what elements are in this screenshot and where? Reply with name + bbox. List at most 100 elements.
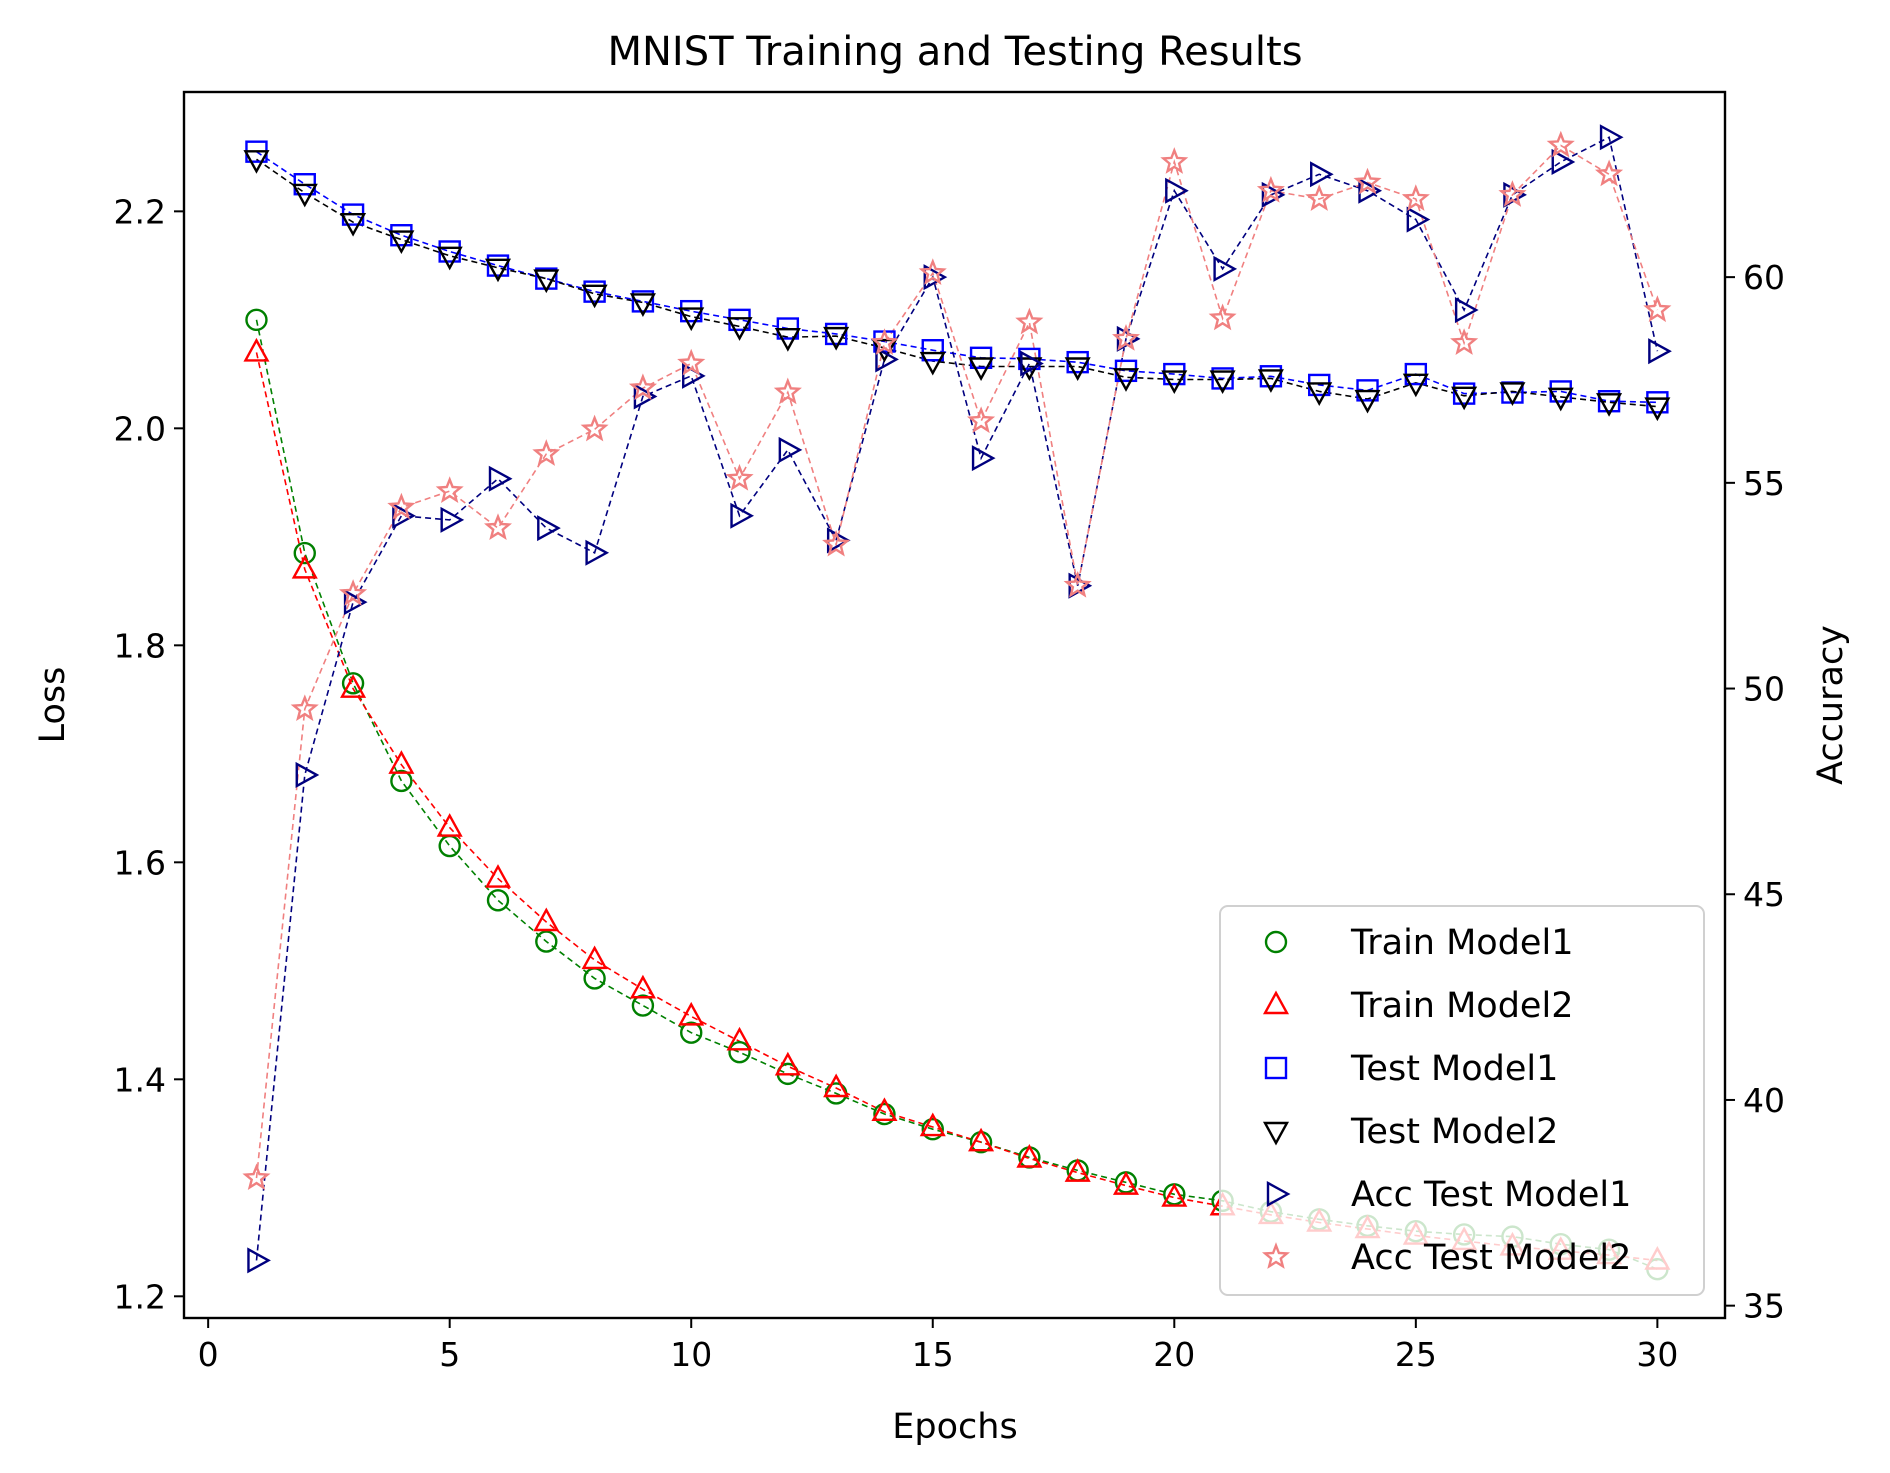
data-point-4: [1209, 370, 1236, 395]
data-point-6: [387, 492, 416, 520]
data-point-4: [1161, 370, 1188, 395]
legend-marker-3: [1264, 1056, 1288, 1080]
data-point-4: [1016, 357, 1043, 381]
data-point-6: [918, 258, 947, 285]
y-left-tick-label: 1.8: [114, 626, 166, 665]
data-point-1: [245, 308, 268, 332]
data-point-4: [1064, 357, 1091, 381]
data-point-4: [1547, 387, 1574, 412]
data-point-5: [778, 436, 803, 463]
y-left-axis-label: Loss: [33, 667, 73, 744]
data-point-4: [1306, 382, 1333, 406]
y-right-axis-label: Accuracy: [1811, 625, 1851, 785]
data-point-4: [629, 293, 656, 317]
data-point-1: [486, 889, 510, 912]
plot-frame: [182, 90, 1727, 1320]
legend-marker-6: [1261, 1242, 1291, 1269]
data-point-1: [873, 1102, 896, 1126]
data-point-5: [1454, 297, 1479, 324]
y-right-tick-label: 35: [1743, 1287, 1785, 1326]
data-point-5: [1551, 148, 1576, 175]
data-point-5: [633, 383, 658, 410]
data-point-6: [290, 694, 319, 722]
data-point-2: [629, 974, 656, 999]
data-point-6: [1256, 175, 1285, 203]
x-tick-label: 15: [912, 1335, 954, 1374]
data-point-1: [728, 1040, 751, 1064]
data-point-5: [730, 502, 755, 529]
y-left-tick-label: 1.2: [114, 1277, 166, 1316]
data-point-6: [1594, 159, 1624, 187]
data-point-2: [533, 907, 560, 932]
data-point-5: [247, 1247, 271, 1274]
data-point-4: [243, 150, 270, 174]
data-point-4: [1596, 393, 1623, 417]
data-point-2: [388, 750, 415, 774]
data-point-2: [871, 1097, 898, 1122]
data-point-4: [1354, 389, 1381, 414]
y-left-tick-label: 2.0: [114, 409, 166, 448]
data-point-5: [1310, 161, 1334, 188]
data-point-6: [1063, 570, 1092, 598]
data-point-6: [1208, 303, 1237, 331]
data-point-4: [1499, 382, 1526, 406]
y-left-tick-label: 2.2: [114, 192, 166, 231]
data-point-4: [968, 357, 995, 381]
data-point-2: [484, 864, 512, 888]
legend-label-5: Acc Test Model1: [1351, 1175, 1631, 1215]
series-line-6: [255, 144, 1659, 1179]
data-point-6: [1305, 184, 1334, 211]
y-left-tick-label: 1.6: [114, 843, 166, 882]
data-point-4: [340, 212, 367, 237]
x-tick-label: 5: [439, 1335, 460, 1374]
data-point-4: [1402, 373, 1429, 398]
y-right-tick-label: 40: [1743, 1081, 1785, 1120]
data-point-6: [870, 328, 899, 355]
data-point-6: [822, 529, 851, 557]
legend-label-1: Train Model1: [1350, 923, 1573, 963]
data-point-1: [535, 930, 558, 953]
x-axis-label: Epochs: [892, 1407, 1017, 1447]
data-point-2: [340, 674, 367, 698]
data-point-2: [291, 554, 318, 579]
data-point-4: [823, 326, 850, 351]
data-point-4: [484, 258, 512, 283]
data-point-6: [338, 579, 368, 606]
data-point-3: [1211, 367, 1234, 390]
data-point-4: [581, 284, 608, 309]
data-point-3: [824, 322, 848, 346]
data-point-1: [390, 769, 413, 793]
data-point-2: [1112, 1171, 1140, 1195]
data-point-6: [725, 463, 754, 491]
data-point-4: [436, 246, 463, 271]
series-line-2: [255, 352, 1658, 1262]
series-line-1: [255, 319, 1658, 1270]
data-point-5: [1213, 255, 1238, 282]
data-point-5: [1020, 350, 1044, 377]
data-point-4: [388, 230, 415, 255]
data-point-2: [774, 1051, 801, 1076]
data-point-5: [1599, 124, 1624, 151]
data-point-4: [919, 351, 946, 376]
data-point-3: [486, 254, 510, 277]
data-point-4: [291, 183, 318, 208]
legend-marker-5: [1266, 1180, 1291, 1208]
legend-label-4: Test Model2: [1350, 1112, 1558, 1152]
data-point-4: [774, 328, 801, 352]
data-point-5: [585, 539, 610, 566]
data-point-2: [726, 1026, 753, 1051]
data-point-4: [1112, 368, 1140, 392]
legend: Train Model1 Train Model2 Test Model1 Test …: [1219, 905, 1705, 1296]
data-point-5: [923, 264, 948, 291]
legend-label-2: Train Model2: [1350, 986, 1573, 1026]
data-point-6: [966, 406, 996, 434]
data-point-6: [677, 348, 706, 376]
y-left-tick-label: 1.4: [114, 1060, 166, 1099]
data-point-2: [968, 1127, 995, 1152]
data-point-5: [971, 445, 996, 472]
data-point-5: [1648, 338, 1672, 365]
data-point-4: [678, 307, 705, 332]
data-point-2: [919, 1112, 946, 1137]
data-point-6: [1401, 184, 1430, 211]
